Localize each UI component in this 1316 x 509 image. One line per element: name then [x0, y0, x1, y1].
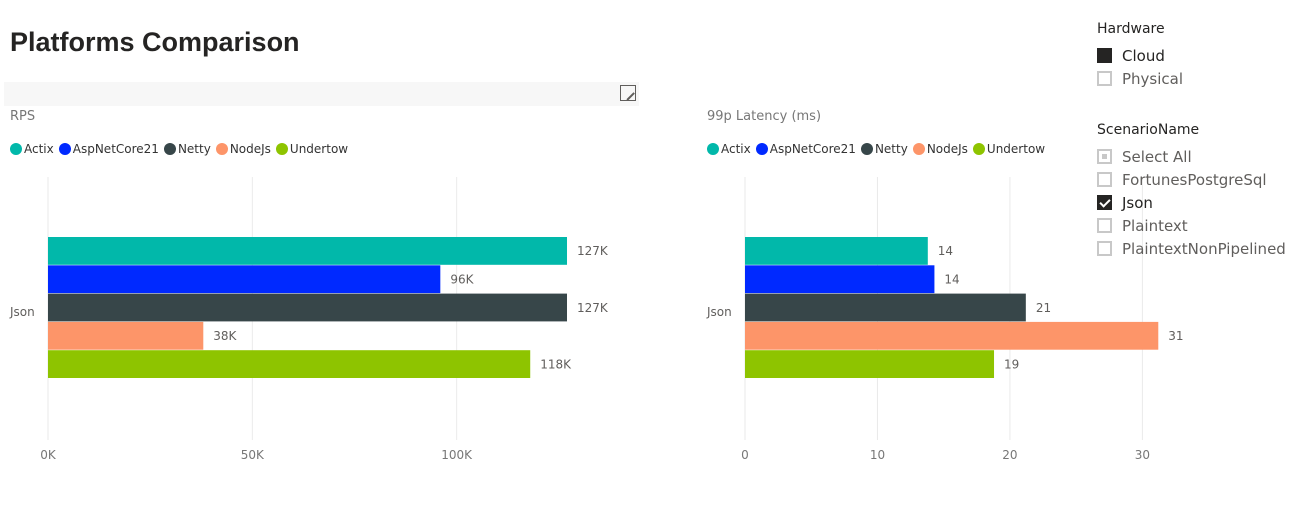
latency-data-label: 14: [944, 272, 959, 286]
rps-bar-undertow: [48, 350, 531, 378]
scenario-slicer-header: ScenarioName: [1097, 122, 1200, 138]
checkbox-icon[interactable]: [1097, 71, 1112, 86]
checkbox-icon[interactable]: [1097, 241, 1112, 256]
hardware-slicer-item-cloud[interactable]: Cloud: [1097, 44, 1183, 67]
rps-legend: Actix AspNetCore21 Netty NodeJs Undertow: [10, 142, 353, 156]
legend-label: Netty: [874, 142, 908, 156]
slicer-item-label: Select All: [1122, 147, 1192, 166]
rps-data-label: 127K: [577, 301, 609, 315]
rps-x-tick-label: 0K: [40, 448, 57, 462]
latency-bar-undertow: [745, 350, 995, 378]
latency-x-tick-label: 20: [1002, 448, 1017, 462]
latency-legend: Actix AspNetCore21 Netty NodeJs Undertow: [707, 142, 1050, 156]
visual-header-bar: [4, 82, 639, 106]
latency-legend-item-actix[interactable]: Actix: [707, 142, 751, 156]
rps-data-label: 118K: [540, 357, 572, 371]
legend-label: NodeJs: [926, 142, 968, 156]
slicer-item-label: FortunesPostgreSql: [1122, 170, 1267, 189]
rps-data-label: 127K: [577, 244, 609, 258]
latency-data-label: 14: [938, 244, 953, 258]
legend-label: AspNetCore21: [72, 142, 159, 156]
latency-category-label: Json: [706, 305, 732, 319]
legend-label: Actix: [721, 142, 751, 156]
legend-dot-icon: [215, 143, 228, 155]
latency-legend-item-aspnetcore21[interactable]: AspNetCore21: [755, 142, 856, 156]
slicer-item-label: Physical: [1122, 69, 1184, 88]
legend-label: Undertow: [289, 142, 349, 156]
rps-x-tick-label: 50K: [241, 448, 265, 462]
rps-legend-item-actix[interactable]: Actix: [10, 142, 54, 156]
focus-mode-icon[interactable]: [620, 85, 636, 101]
rps-bar-netty: [48, 293, 568, 322]
legend-label: Undertow: [986, 142, 1046, 156]
scenario-slicer-item-json[interactable]: Json: [1097, 191, 1286, 214]
legend-dot-icon: [10, 143, 22, 155]
rps-legend-item-nodejs[interactable]: NodeJs: [215, 142, 271, 156]
scenario-slicer: ScenarioName Select All FortunesPostgreSq…: [1097, 122, 1286, 260]
latency-x-tick-label: 10: [870, 448, 885, 462]
legend-dot-icon: [163, 143, 176, 155]
latency-legend-item-netty[interactable]: Netty: [860, 142, 908, 156]
legend-dot-icon: [755, 143, 768, 155]
legend-dot-icon: [275, 143, 288, 155]
latency-legend-item-nodejs[interactable]: NodeJs: [912, 142, 968, 156]
checkbox-icon[interactable]: [1097, 195, 1112, 210]
hardware-slicer-header: Hardware: [1097, 21, 1165, 37]
legend-dot-icon: [972, 143, 985, 155]
rps-data-label: 96K: [450, 272, 474, 286]
legend-dot-icon: [912, 143, 925, 155]
slicer-item-label: Json: [1122, 193, 1153, 212]
latency-bar-nodejs: [745, 321, 1159, 350]
legend-label: NodeJs: [229, 142, 271, 156]
latency-chart-title: 99p Latency (ms): [707, 109, 822, 124]
scenario-slicer-item-plaintextnonpipelined[interactable]: PlaintextNonPipelined: [1097, 237, 1286, 260]
scenario-slicer-item-fortunespostgresql[interactable]: FortunesPostgreSql: [1097, 168, 1286, 191]
slicer-item-label: PlaintextNonPipelined: [1122, 239, 1286, 258]
latency-bar-actix: [745, 237, 928, 265]
hardware-slicer: Hardware Cloud Physical: [1097, 21, 1183, 90]
checkbox-icon[interactable]: [1097, 149, 1112, 164]
legend-label: Netty: [177, 142, 211, 156]
rps-legend-item-aspnetcore21[interactable]: AspNetCore21: [58, 142, 159, 156]
legend-dot-icon: [860, 143, 873, 155]
checkbox-icon[interactable]: [1097, 218, 1112, 233]
rps-chart-title: RPS: [10, 109, 36, 124]
latency-bar-aspnetcore21: [745, 265, 935, 294]
rps-legend-item-netty[interactable]: Netty: [163, 142, 211, 156]
rps-legend-item-undertow[interactable]: Undertow: [275, 142, 349, 156]
rps-bar-nodejs: [48, 321, 204, 350]
scenario-slicer-item-plaintext[interactable]: Plaintext: [1097, 214, 1286, 237]
slicer-item-label: Plaintext: [1122, 216, 1188, 235]
latency-data-label: 21: [1036, 301, 1051, 315]
page-title: Platforms Comparison: [10, 27, 300, 57]
latency-x-tick-label: 30: [1135, 448, 1150, 462]
checkbox-icon[interactable]: [1097, 48, 1112, 63]
latency-bar-netty: [745, 293, 1026, 322]
legend-label: AspNetCore21: [769, 142, 856, 156]
latency-x-tick-label: 0: [741, 448, 749, 462]
latency-data-label: 31: [1168, 329, 1183, 343]
legend-dot-icon: [707, 143, 719, 155]
legend-dot-icon: [58, 143, 71, 155]
rps-bar-aspnetcore21: [48, 265, 441, 294]
hardware-slicer-item-physical[interactable]: Physical: [1097, 67, 1183, 90]
rps-data-label: 38K: [213, 329, 237, 343]
checkbox-icon[interactable]: [1097, 172, 1112, 187]
rps-bar-actix: [48, 237, 568, 265]
rps-category-label: Json: [9, 305, 35, 319]
rps-x-tick-label: 100K: [441, 448, 473, 462]
scenario-slicer-item-select-all[interactable]: Select All: [1097, 145, 1286, 168]
latency-data-label: 19: [1004, 357, 1019, 371]
slicer-item-label: Cloud: [1122, 46, 1165, 65]
latency-legend-item-undertow[interactable]: Undertow: [972, 142, 1046, 156]
legend-label: Actix: [24, 142, 54, 156]
